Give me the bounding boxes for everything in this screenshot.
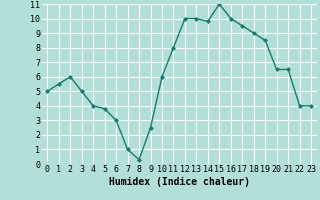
X-axis label: Humidex (Indice chaleur): Humidex (Indice chaleur) — [109, 177, 250, 187]
